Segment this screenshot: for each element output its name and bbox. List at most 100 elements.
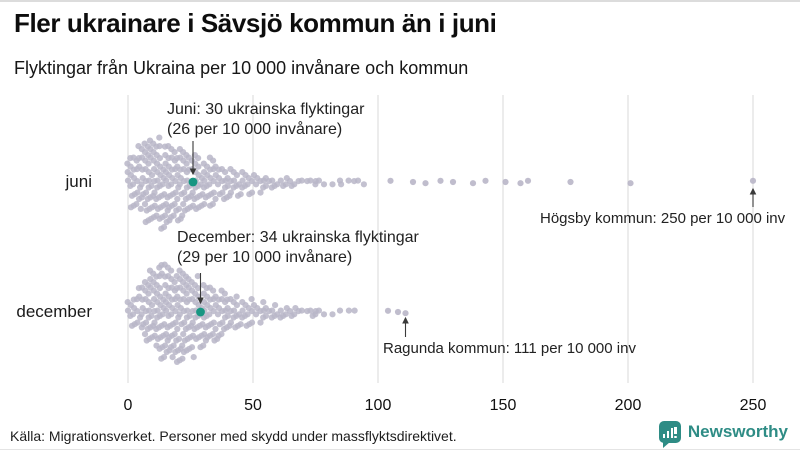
data-point [180,348,187,356]
data-point [320,181,328,188]
data-point [201,177,208,184]
data-point [130,296,137,303]
data-point [162,152,169,159]
data-point [183,314,190,321]
data-point [212,302,219,309]
data-point [222,314,229,321]
data-point [167,344,174,351]
data-point [193,205,200,212]
data-point [283,175,290,182]
data-point [482,177,489,184]
data-point [227,189,234,196]
data-point [127,182,134,189]
data-point [260,314,267,321]
data-point [145,184,152,191]
data-point [146,267,154,274]
data-point [224,305,231,312]
data-point [176,267,183,274]
data-point [283,305,290,312]
data-point [182,195,189,203]
data-point [246,191,253,198]
data-point [224,175,231,182]
data-point [162,290,169,297]
data-point [262,305,269,312]
data-point [124,169,131,176]
data-point [280,182,287,189]
data-point [163,307,170,314]
data-point [135,143,142,150]
data-point [173,273,180,280]
annotation-ragunda: Ragunda kommun: 111 per 10 000 inv [383,340,636,357]
data-point [153,325,160,333]
data-point [304,178,311,185]
data-point [135,155,142,162]
data-point [248,296,255,303]
data-point [191,325,198,333]
data-point [174,325,181,333]
data-point [221,325,228,333]
data-point [288,182,295,189]
data-point [173,358,181,365]
data-point [182,325,189,333]
data-point [191,195,198,203]
data-point [140,321,147,328]
data-point [136,195,143,203]
data-point [215,332,222,339]
data-point [517,180,524,187]
data-point [124,307,132,314]
data-point [260,299,267,306]
data-point [140,191,147,198]
data-point [262,175,269,182]
data-point [253,181,260,188]
data-point [173,155,181,162]
data-point [169,354,176,361]
data-point [185,284,192,291]
data-point [186,296,193,303]
data-point [163,177,170,184]
data-point [163,348,170,356]
data-point [164,324,171,331]
annotation-line-1: Juni: 30 ukrainska flyktingar [167,101,365,118]
data-point [142,218,149,226]
data-point [124,160,131,167]
data-point [162,282,169,289]
data-point [250,302,258,309]
data-point [224,296,231,303]
top-border [0,0,800,2]
data-point [180,201,187,208]
data-point [138,311,145,318]
data-point [227,319,234,326]
x-axis-tick-label: 250 [740,397,767,414]
data-point [216,321,223,328]
data-point [338,181,345,188]
data-point [437,177,444,184]
data-point [139,305,146,312]
data-point [234,192,242,199]
data-point [143,207,150,214]
data-point [158,225,165,232]
data-point [502,178,509,186]
data-point [239,314,246,321]
data-point [200,290,207,297]
data-point [268,314,275,321]
data-point [151,166,158,173]
data-point [178,321,185,328]
data-point [180,331,187,338]
row-label-december: december [16,302,92,321]
data-point [173,337,180,344]
data-point [469,180,477,187]
data-point [345,177,352,184]
data-point [218,287,225,294]
data-point [351,307,358,314]
data-point [189,319,196,326]
data-point [200,314,208,321]
data-point [312,178,319,185]
data-point [402,310,409,317]
data-point [221,195,228,203]
data-point [309,312,316,319]
data-point [222,184,229,191]
annotation-juni-highlight: Juni: 30 ukrainska flyktingar (26 per 10… [167,100,364,140]
data-point [143,337,150,344]
